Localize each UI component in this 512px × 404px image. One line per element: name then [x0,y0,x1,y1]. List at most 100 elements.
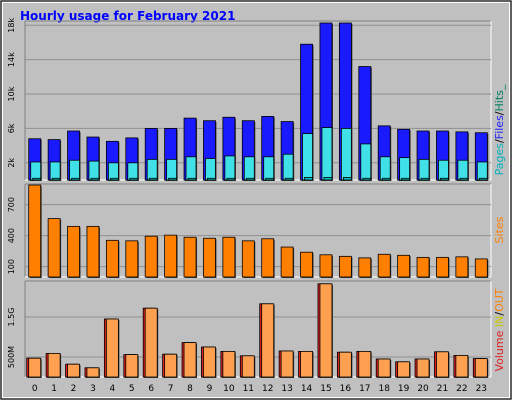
x-tick-label: 23 [476,384,487,394]
kbytes-out-bar [280,350,294,378]
files-bar [146,158,158,181]
x-tick-label: 14 [301,384,313,394]
panel-1: 2k 6k 10k 14k 18k [7,18,492,181]
sites-bar [455,256,469,278]
pages-bar [420,177,430,181]
legend-sites-part: Sites [493,216,506,243]
sites-bar [280,246,294,278]
pages-bar [265,177,275,181]
sites-bar [474,258,488,278]
files-bar [49,161,61,181]
pages-bar [381,177,391,181]
x-tick-label: 9 [207,384,213,394]
y-tick-label: 2k [7,158,16,168]
sites-bar [183,236,197,278]
pages-bar [129,177,139,181]
legend-pages-files-hits-part: Files [493,115,506,139]
kbytes-out-bar [397,361,411,378]
kbytes-out-bar [105,318,119,378]
kbytes-out-bar [338,351,352,378]
legend-volume-in-out-part: OUT [493,288,506,312]
pages-bar [71,177,80,181]
kbytes-out-bar [358,350,372,378]
kbytes-out-bar [67,363,80,378]
sites-bar [377,253,391,278]
legend-volume-in-out-part: IN [493,316,506,327]
kbytes-out-bar [125,354,139,378]
kbytes-out-bar [86,367,100,378]
sites-bar [436,256,449,278]
x-tick-label: 13 [281,384,292,394]
legend-pages-files-hits-part: / [493,111,506,115]
pages-bar [51,177,61,181]
files-bar [185,156,197,181]
pages-bar [440,177,449,181]
files-bar [438,159,449,181]
x-tick-label: 19 [398,384,410,394]
pages-bar [187,177,197,181]
legend-pages-files-hits-part: _ [493,84,506,91]
files-bar [457,159,469,181]
kbytes-out-bar [377,358,391,378]
legend-volume-in-out: Volume IN/OUT [493,288,506,371]
files-bar [302,133,313,181]
x-tick-label: 0 [32,384,38,394]
pages-bar [478,177,488,181]
pages-bar [226,177,236,181]
files-bar [282,153,294,181]
files-bar [30,161,42,181]
pages-bar [362,177,372,181]
kbytes-out-bar [28,357,42,378]
y-tick-label: 100 [7,259,16,274]
x-tick-label: 20 [417,384,429,394]
x-tick-label: 15 [320,384,331,394]
x-tick-label: 7 [168,384,174,394]
kbytes-out-bar [300,350,313,378]
pages-bar [459,177,469,181]
x-tick-label: 3 [90,384,96,394]
sites-bar [358,257,372,278]
files-bar [379,156,391,181]
sites-bar [416,256,430,278]
x-tick-label: 1 [51,384,57,394]
chart-legends: Pages/Files/Hits_ Sites Volume IN/OUT [493,84,506,371]
sites-bar [125,240,139,278]
y-tick-label: 18k [7,18,16,33]
pages-bar [109,177,119,181]
y-tick-label: 400 [7,228,16,243]
x-tick-label: 10 [223,384,235,394]
pages-bar [148,177,158,181]
chart-title: Hourly usage for February 2021 [20,9,235,23]
kbytes-out-bar [144,307,158,378]
sites-bar [164,234,178,278]
y-tick-label: 500M [7,346,16,368]
pages-bar [245,177,255,181]
sites-bar [397,254,411,278]
legend-sites: Sites [493,216,506,243]
files-bar [88,160,100,181]
legend-pages-files-hits: Pages/Files/Hits_ [493,84,506,175]
files-bar [476,161,488,181]
chart-panels: 2k 6k 10k 14k 18k 100 400 700 500M 1.5G [7,18,492,378]
kbytes-out-bar [474,358,488,378]
sites-bar [241,240,255,278]
x-tick-label: 4 [110,384,116,394]
files-bar [166,158,178,181]
sites-bar [300,251,313,278]
kbytes-out-bar [241,355,255,378]
files-bar [399,157,411,181]
y-tick-label: 1.5G [7,308,16,327]
files-bar [321,127,333,181]
files-bar [340,128,352,181]
y-tick-label: 700 [7,197,16,212]
kbytes-out-bar [261,303,275,378]
sites-bar [144,235,158,278]
x-tick-label: 6 [148,384,154,394]
files-bar [107,162,119,181]
pages-bar [168,177,178,181]
sites-bar [261,238,275,278]
x-tick-label: 22 [456,384,467,394]
